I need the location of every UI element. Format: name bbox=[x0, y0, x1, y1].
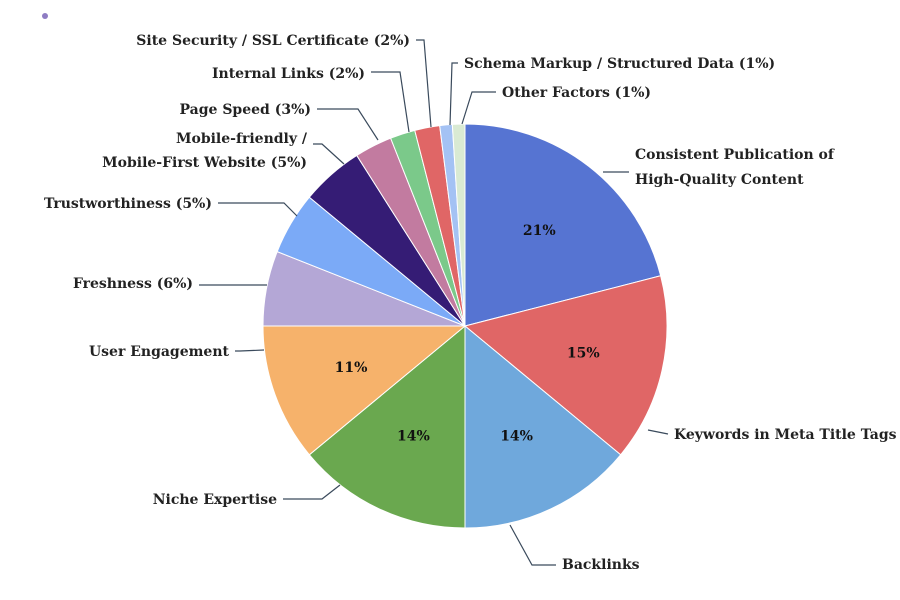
pie-slice bbox=[262, 325, 467, 456]
leader-line bbox=[509, 524, 556, 566]
leader-line bbox=[218, 202, 298, 217]
pie-slice bbox=[308, 324, 466, 529]
slice-label: Schema Markup / Structured Data (1%) bbox=[464, 56, 775, 72]
slice-percentage-label: 21% bbox=[523, 223, 556, 239]
slice-label: Site Security / SSL Certificate (2%) bbox=[136, 33, 410, 49]
leader-line bbox=[647, 429, 669, 435]
slice-percentage-label: 11% bbox=[335, 360, 368, 376]
leader-line bbox=[449, 62, 458, 126]
slice-label: Backlinks bbox=[562, 557, 640, 573]
slice-label: Other Factors (1%) bbox=[502, 85, 651, 101]
slice-label: Trustworthiness (5%) bbox=[44, 196, 212, 212]
leader-line bbox=[416, 39, 432, 128]
pie-slice bbox=[464, 123, 662, 327]
slice-label: Keywords in Meta Title Tags bbox=[674, 427, 897, 443]
decorative-dot bbox=[42, 13, 48, 19]
slice-percentage-label: 14% bbox=[500, 429, 533, 445]
pie-slice bbox=[451, 123, 466, 327]
slice-percentage-label: 15% bbox=[567, 345, 600, 361]
slice-label: Mobile-friendly / bbox=[176, 131, 308, 147]
leader-lines bbox=[199, 39, 669, 566]
percentage-labels: 21% 15% 14% 14% 11% bbox=[335, 223, 600, 445]
slice-labels: Consistent Publication of High-Quality Co… bbox=[44, 33, 897, 573]
pie-slice bbox=[464, 324, 622, 529]
leader-line bbox=[235, 349, 265, 352]
leader-line bbox=[371, 71, 410, 133]
slice-label: Mobile-First Website (5%) bbox=[102, 155, 307, 171]
leader-line bbox=[313, 143, 345, 165]
slice-label: Page Speed (3%) bbox=[180, 102, 311, 118]
leader-line bbox=[461, 91, 496, 125]
slice-label: Internal Links (2%) bbox=[212, 66, 365, 82]
slice-label: Freshness (6%) bbox=[73, 276, 193, 292]
slice-percentage-label: 14% bbox=[397, 429, 430, 445]
leader-line bbox=[283, 484, 341, 500]
pie-slices bbox=[262, 123, 668, 529]
slice-label: Consistent Publication of bbox=[635, 147, 835, 163]
leader-line bbox=[317, 108, 379, 141]
slice-label: High-Quality Content bbox=[635, 172, 804, 188]
pie-slice bbox=[463, 275, 668, 456]
slice-label: Niche Expertise bbox=[153, 492, 277, 508]
slice-label: User Engagement bbox=[89, 344, 230, 360]
